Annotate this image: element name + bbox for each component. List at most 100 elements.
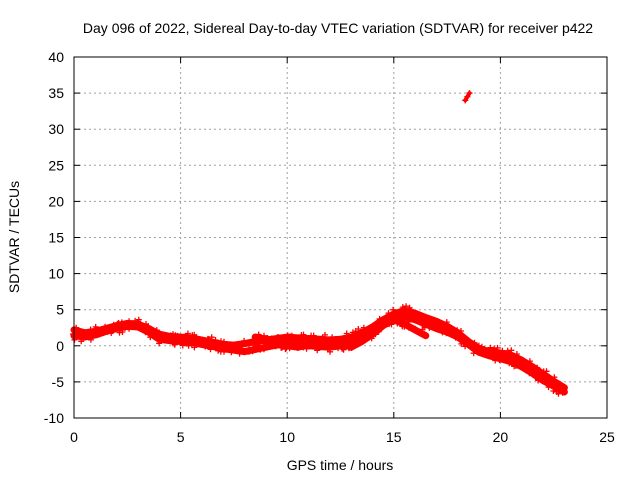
- data-point: [191, 344, 198, 351]
- data-point: [551, 374, 558, 381]
- data-point: [555, 390, 562, 397]
- data-point: [442, 323, 448, 330]
- data-point: [426, 324, 433, 331]
- data-point: [78, 338, 85, 345]
- chart-title: Day 096 of 2022, Sidereal Day-to-day VTE…: [83, 20, 593, 36]
- data-point: [119, 329, 126, 335]
- data-point: [403, 303, 410, 310]
- y-axis-title: SDTVAR / TECUs: [6, 181, 22, 293]
- data-point: [222, 346, 229, 353]
- data-point: [559, 389, 566, 396]
- data-point: [339, 345, 346, 352]
- y-tick-label: 15: [48, 230, 64, 246]
- data-point: [279, 344, 285, 351]
- data-point: [300, 342, 306, 349]
- data-point: [83, 331, 90, 338]
- data-point: [310, 337, 317, 344]
- data-point: [135, 316, 142, 323]
- data-point: [104, 328, 111, 335]
- y-tick-label: -5: [52, 374, 65, 390]
- data-point: [211, 339, 218, 346]
- data-point: [455, 330, 461, 337]
- x-axis-title: GPS time / hours: [287, 457, 394, 473]
- data-point: [233, 344, 240, 351]
- data-point: [382, 320, 389, 327]
- data-point: [255, 331, 262, 338]
- data-point: [308, 342, 315, 349]
- data-point: [228, 349, 235, 356]
- data-point: [337, 342, 344, 349]
- data-point: [76, 330, 83, 336]
- data-point: [526, 358, 533, 365]
- data-point: [499, 347, 506, 354]
- data-point: [503, 352, 510, 359]
- data-point: [419, 326, 426, 333]
- series-isolated-points: [462, 90, 473, 104]
- data-point: [435, 326, 442, 333]
- data-point: [102, 323, 109, 330]
- data-point: [494, 352, 501, 359]
- data-point: [238, 345, 245, 352]
- data-point: [375, 328, 382, 335]
- data-point: [142, 329, 149, 336]
- data-point: [388, 321, 395, 328]
- y-tick-label: 30: [48, 121, 64, 137]
- data-point: [207, 346, 214, 353]
- data-point: [126, 325, 133, 332]
- data-point: [304, 341, 311, 348]
- data-point: [254, 342, 261, 349]
- data-point: [124, 320, 131, 326]
- data-point: [496, 357, 503, 364]
- data-point: [151, 328, 158, 335]
- data-point: [536, 373, 543, 380]
- data-point: [414, 314, 421, 321]
- data-point: [491, 345, 498, 352]
- data-point: [429, 319, 435, 325]
- y-tick-label: 0: [56, 338, 64, 354]
- data-point: [294, 342, 301, 349]
- data-point: [184, 330, 191, 337]
- data-point: [196, 339, 203, 346]
- data-point: [136, 321, 143, 328]
- data-point: [385, 310, 392, 317]
- data-point: [372, 331, 379, 338]
- data-point: [249, 348, 256, 355]
- x-tick-label: 20: [493, 429, 509, 445]
- data-point: [348, 345, 355, 351]
- data-point: [449, 330, 455, 337]
- data-point: [199, 338, 206, 344]
- data-point: [236, 350, 243, 357]
- data-point: [482, 349, 489, 356]
- data-point: [396, 309, 403, 315]
- data-point: [473, 347, 480, 354]
- data-point: [92, 323, 99, 330]
- data-point: [215, 347, 222, 354]
- axis-ticks: [73, 56, 608, 419]
- data-point: [302, 336, 309, 342]
- data-point: [542, 378, 549, 384]
- data-point: [520, 365, 527, 372]
- data-point: [360, 324, 367, 331]
- data-point: [147, 334, 154, 341]
- data-point: [512, 363, 519, 369]
- data-point: [443, 330, 450, 337]
- data-point: [534, 364, 541, 371]
- data-point: [528, 367, 535, 374]
- y-tick-label: -10: [44, 410, 64, 426]
- data-point: [297, 338, 304, 345]
- y-tick-label: 25: [48, 157, 64, 173]
- data-point: [166, 334, 172, 341]
- data-point: [418, 317, 424, 323]
- data-point: [462, 343, 469, 350]
- point-cluster: [463, 91, 472, 103]
- data-point: [349, 329, 356, 336]
- y-tick-label: 40: [48, 49, 64, 65]
- data-point: [376, 315, 383, 322]
- data-point: [458, 328, 464, 334]
- data-point: [513, 351, 520, 357]
- data-point: [269, 339, 276, 345]
- data-point: [468, 342, 475, 349]
- data-point: [108, 330, 115, 336]
- data-point: [144, 324, 151, 331]
